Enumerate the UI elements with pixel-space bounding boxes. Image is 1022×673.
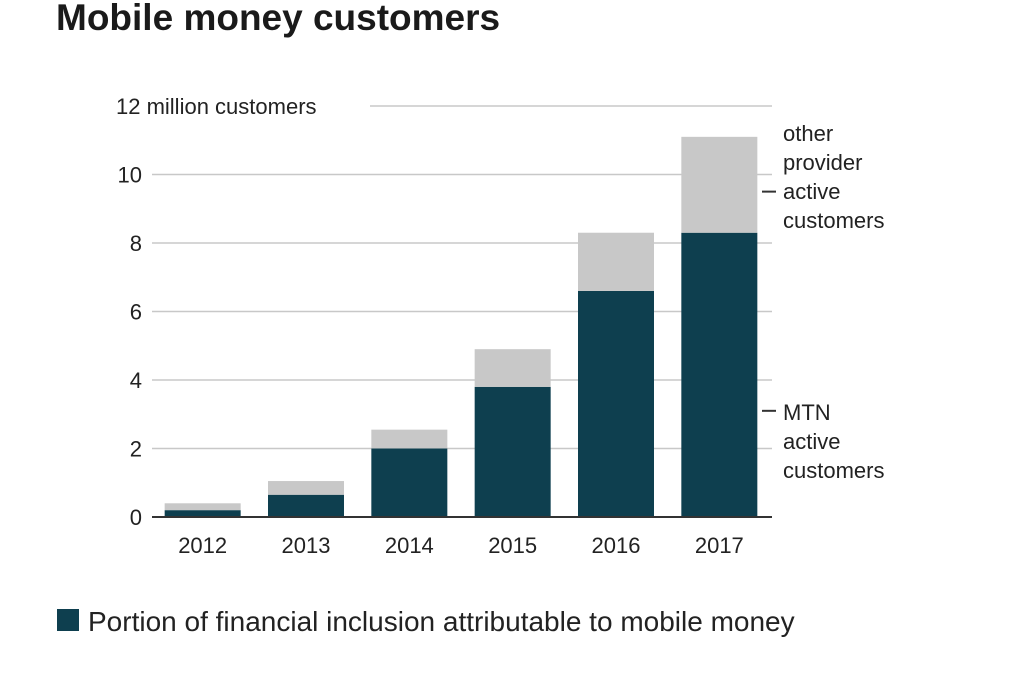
series-label-line: customers <box>783 458 884 483</box>
x-tick-label: 2016 <box>592 533 641 558</box>
bar-2013-mtn <box>268 494 344 517</box>
bar-2017-other <box>681 136 758 233</box>
y-tick-label: 4 <box>130 368 142 393</box>
bar-2015-other <box>474 349 551 387</box>
x-tick-label: 2013 <box>282 533 331 558</box>
y-tick-label: 12 million customers <box>116 94 317 119</box>
gridlines <box>152 105 772 518</box>
series-label-line: customers <box>783 208 884 233</box>
bars <box>152 136 772 518</box>
bar-2015-mtn <box>474 386 551 517</box>
legend-swatch <box>57 609 79 631</box>
bar-2016-mtn <box>578 290 654 517</box>
x-tick-label: 2015 <box>488 533 537 558</box>
x-tick-label: 2017 <box>695 533 744 558</box>
bar-2014-mtn <box>371 448 448 517</box>
series-labels: other provider active customers MTN active cus… <box>762 121 884 483</box>
x-tick-label: 2014 <box>385 533 434 558</box>
legend-label: Portion of financial inclusion attributa… <box>88 606 795 637</box>
series-label-line: MTN <box>783 400 831 425</box>
y-tick-label: 10 <box>118 163 142 188</box>
series-label-line: other <box>783 121 833 146</box>
series-label-line: active <box>783 179 840 204</box>
y-tick-label: 8 <box>130 231 142 256</box>
series-label-line: active <box>783 429 840 454</box>
bar-2012-mtn <box>164 510 241 517</box>
x-tick-labels: 2012 2013 2014 2015 2016 2017 <box>178 533 744 558</box>
chart-title: Mobile money customers <box>56 0 500 38</box>
bar-2013-other <box>268 481 344 495</box>
y-tick-labels: 0 2 4 6 8 10 12 million customers <box>116 94 317 530</box>
bar-2016-other <box>578 232 654 291</box>
series-label-line: provider <box>783 150 862 175</box>
x-tick-label: 2012 <box>178 533 227 558</box>
bar-2012-other <box>164 503 241 511</box>
legend: Portion of financial inclusion attributa… <box>57 606 795 637</box>
y-tick-label: 6 <box>130 300 142 325</box>
y-tick-label: 2 <box>130 437 142 462</box>
y-tick-label: 0 <box>130 505 142 530</box>
bar-2014-other <box>371 429 448 449</box>
bar-2017-mtn <box>681 232 758 517</box>
